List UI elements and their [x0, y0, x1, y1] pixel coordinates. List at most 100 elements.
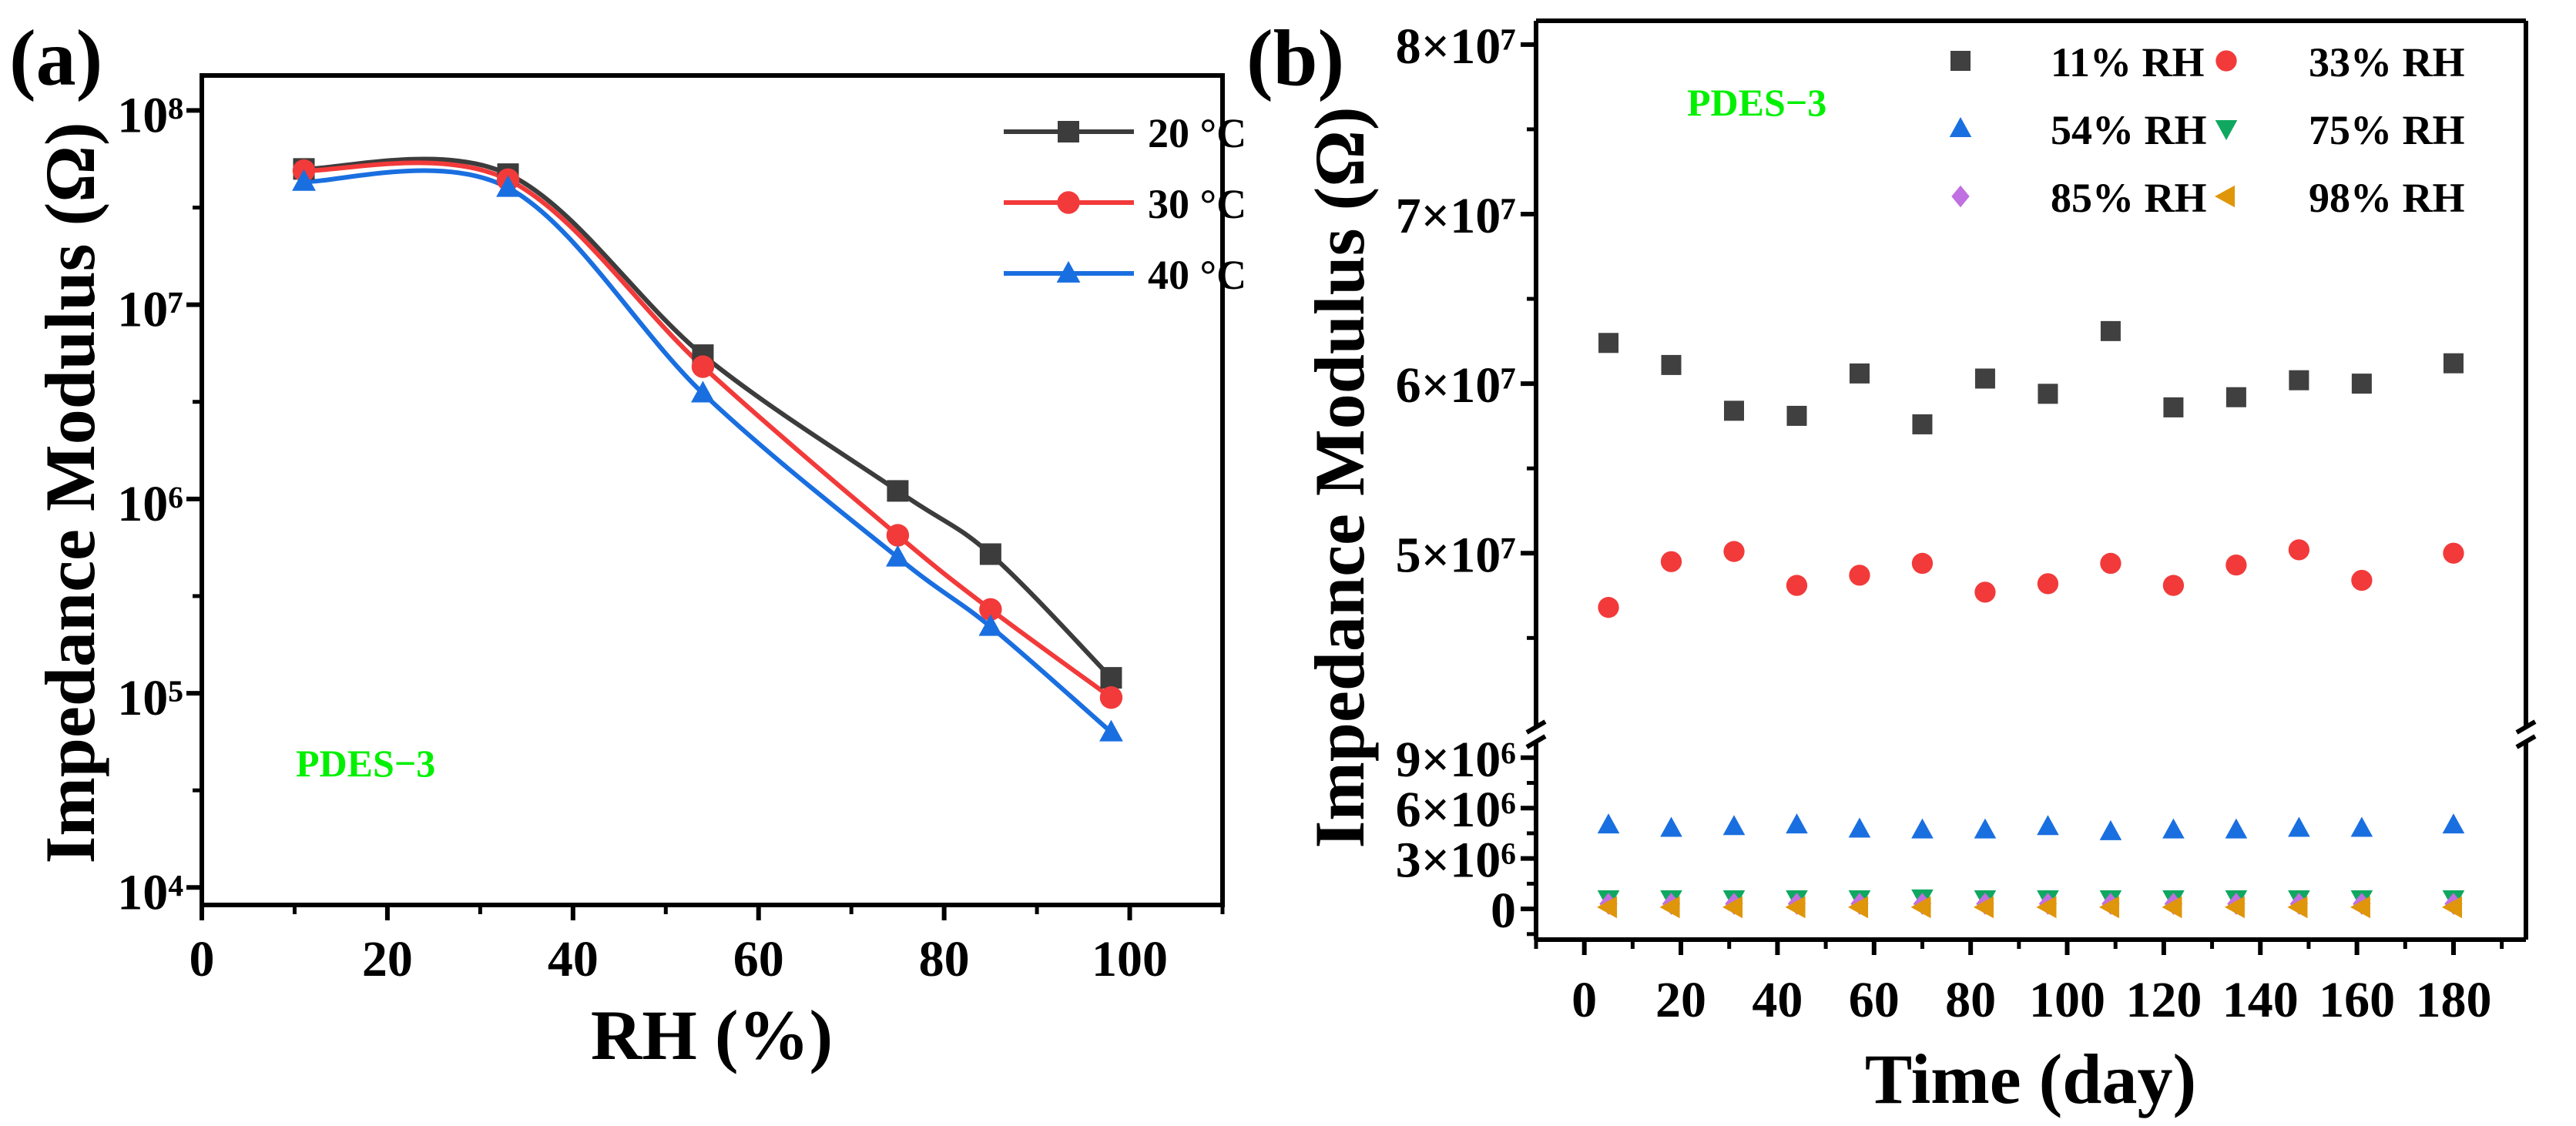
- data-point: [2162, 818, 2185, 839]
- data-point: [979, 598, 1002, 621]
- legend-marker: [1058, 121, 1079, 142]
- data-point: [2442, 896, 2463, 919]
- data-point: [2351, 569, 2373, 591]
- legend-label: 54% RH: [2051, 107, 2207, 153]
- data-point: [979, 543, 1001, 565]
- data-point: [2289, 370, 2309, 390]
- data-point: [2288, 539, 2310, 561]
- data-point: [1660, 551, 1682, 572]
- data-point: [1660, 816, 1682, 837]
- data-point: [2037, 815, 2059, 836]
- legend: 20 °C 30 °C 40 °C: [1004, 110, 1246, 298]
- data-point: [2100, 552, 2122, 575]
- panel-b-sample-annotation: PDES−3: [1687, 81, 1826, 124]
- data-point: [2225, 818, 2248, 839]
- data-point: [1661, 354, 1682, 375]
- y-tick-label: 10⁸: [117, 87, 183, 143]
- plot-frame: [200, 73, 1225, 907]
- data-point: [1597, 813, 1620, 834]
- data-point: [2443, 542, 2464, 564]
- data-point: [1722, 815, 1746, 836]
- panel-a-y-axis-title: Impedance Modulus (Ω): [31, 122, 109, 863]
- data-point: [2287, 896, 2308, 919]
- data-point: [2351, 374, 2372, 394]
- data-point: [2098, 896, 2119, 919]
- data-point: [2162, 896, 2182, 919]
- data-point: [2162, 575, 2185, 596]
- panel-a-x-axis-title: RH (%): [591, 996, 833, 1074]
- data-point: [2100, 320, 2121, 341]
- data-point: [2443, 353, 2464, 374]
- data-point: [2036, 896, 2057, 919]
- data-point: [1910, 896, 1931, 919]
- data-point: [1099, 719, 1123, 742]
- data-point: [2224, 896, 2245, 919]
- legend-label: 33% RH: [2309, 39, 2465, 85]
- data-point: [1786, 575, 1808, 596]
- y-tick-label: 10⁶: [117, 476, 183, 532]
- axis-break-mark: [1525, 734, 1547, 749]
- x-tick-label: 80: [1945, 972, 1996, 1028]
- legend-label: 20 °C: [1148, 110, 1246, 156]
- legend-label: 98% RH: [2309, 175, 2465, 221]
- x-tick-label: 180: [2415, 972, 2491, 1028]
- data-point: [2163, 397, 2184, 417]
- data-point: [1849, 565, 1870, 586]
- panel-b-label: (b): [1246, 14, 1344, 102]
- y-tick-label: 10⁵: [117, 670, 183, 726]
- data-point: [1848, 817, 1871, 838]
- data-point: [2225, 387, 2246, 407]
- data-point: [2350, 816, 2373, 837]
- panel-b-x-axis-title: Time (day): [1865, 1040, 2196, 1118]
- panel-a-label: (a): [9, 14, 102, 102]
- panel-b: (b) Time (day) Impedance Modulus (Ω) PDE…: [1246, 14, 2537, 1118]
- x-tick-label: 100: [2029, 972, 2105, 1028]
- data-point: [1723, 541, 1745, 562]
- legend-marker: [1949, 117, 1972, 138]
- legend: 11% RH 33% RH 54% RH 75% RH 85% RH 98% RH: [1949, 39, 2465, 221]
- x-tick-label: 160: [2319, 972, 2395, 1028]
- data-point: [292, 169, 316, 191]
- data-point: [2037, 573, 2059, 595]
- legend-marker: [1950, 51, 1971, 71]
- x-tick-label: 120: [2125, 972, 2202, 1028]
- y-tick-label: 10⁷: [117, 282, 183, 338]
- series-line-2: [304, 168, 1113, 734]
- data-point: [1659, 896, 1680, 919]
- legend-label: 40 °C: [1148, 252, 1246, 298]
- data-point: [1786, 405, 1807, 426]
- panel-a: (a) RH (%) Impedance Modulus (Ω) PDES−3 …: [9, 14, 1246, 1074]
- data-point: [978, 614, 1003, 636]
- data-point: [1849, 363, 1870, 384]
- data-point: [691, 380, 715, 403]
- x-tick-label: 40: [1752, 972, 1803, 1028]
- y-tick-label: 6×10⁷: [1396, 357, 1516, 414]
- data-point: [1724, 400, 1744, 421]
- x-tick-label: 140: [2222, 972, 2299, 1028]
- data-point: [1597, 896, 1618, 919]
- data-point: [886, 545, 910, 567]
- axis-break-mark: [2515, 719, 2537, 735]
- data-point: [1598, 597, 1619, 618]
- x-tick-label: 60: [733, 931, 784, 987]
- y-tick-label: 5×10⁷: [1396, 527, 1516, 583]
- data-point: [1785, 896, 1806, 919]
- legend-label: 75% RH: [2309, 107, 2465, 153]
- legend-marker: [2215, 185, 2236, 208]
- x-tick-label: 100: [1092, 931, 1168, 987]
- panel-b-y-axis-title: Impedance Modulus (Ω): [1300, 106, 1379, 848]
- data-point: [1911, 552, 1934, 575]
- data-point: [2288, 816, 2310, 837]
- legend-marker: [2215, 119, 2238, 140]
- axis-break-mark: [2515, 734, 2537, 749]
- legend-marker: [1951, 185, 1970, 208]
- data-point: [1974, 368, 1995, 389]
- y-tick-label: 9×10⁶: [1396, 732, 1516, 788]
- x-tick-label: 20: [1655, 972, 1706, 1028]
- axis-break-mark: [1525, 719, 1547, 735]
- legend-label: 30 °C: [1148, 181, 1246, 227]
- x-tick-label: 40: [548, 931, 599, 987]
- data-point: [1911, 818, 1934, 839]
- y-tick-label: 10⁴: [117, 864, 183, 920]
